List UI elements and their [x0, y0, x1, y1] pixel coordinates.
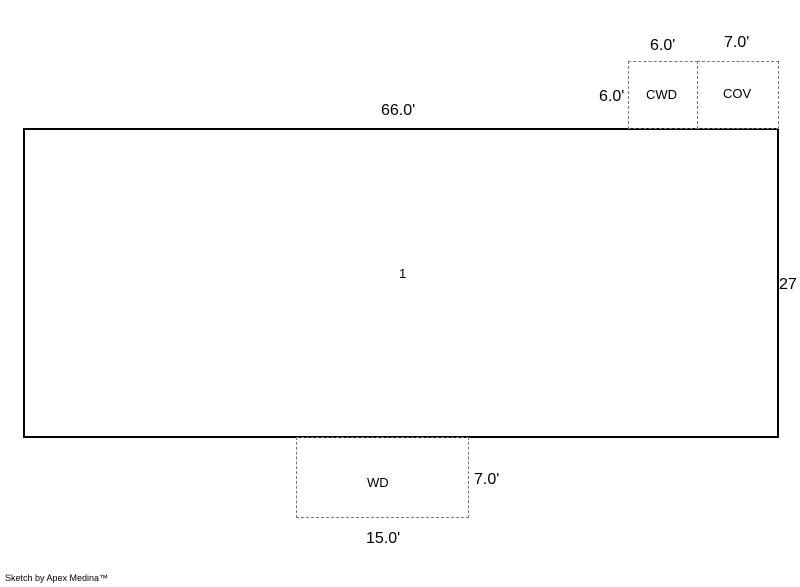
area-wd: [296, 437, 469, 518]
area-cov-label: COV: [723, 86, 752, 101]
cwd-height-dim: 6.0': [599, 88, 625, 105]
area-cwd-label: CWD: [646, 87, 678, 102]
main-width-dim: 66.0': [381, 102, 416, 119]
cwd-width-dim: 6.0': [650, 37, 676, 54]
area-cov: [697, 61, 779, 129]
area-wd-label: WD: [367, 475, 389, 490]
sketch-credit: Sketch by Apex Medina™: [5, 573, 109, 583]
wd-height-dim: 7.0': [474, 471, 500, 488]
cov-width-dim: 7.0': [724, 34, 750, 51]
area-main: [23, 128, 779, 438]
wd-width-dim: 15.0': [366, 530, 401, 547]
area-main-label: 1: [399, 266, 407, 281]
main-height-dim: 27: [779, 276, 797, 293]
